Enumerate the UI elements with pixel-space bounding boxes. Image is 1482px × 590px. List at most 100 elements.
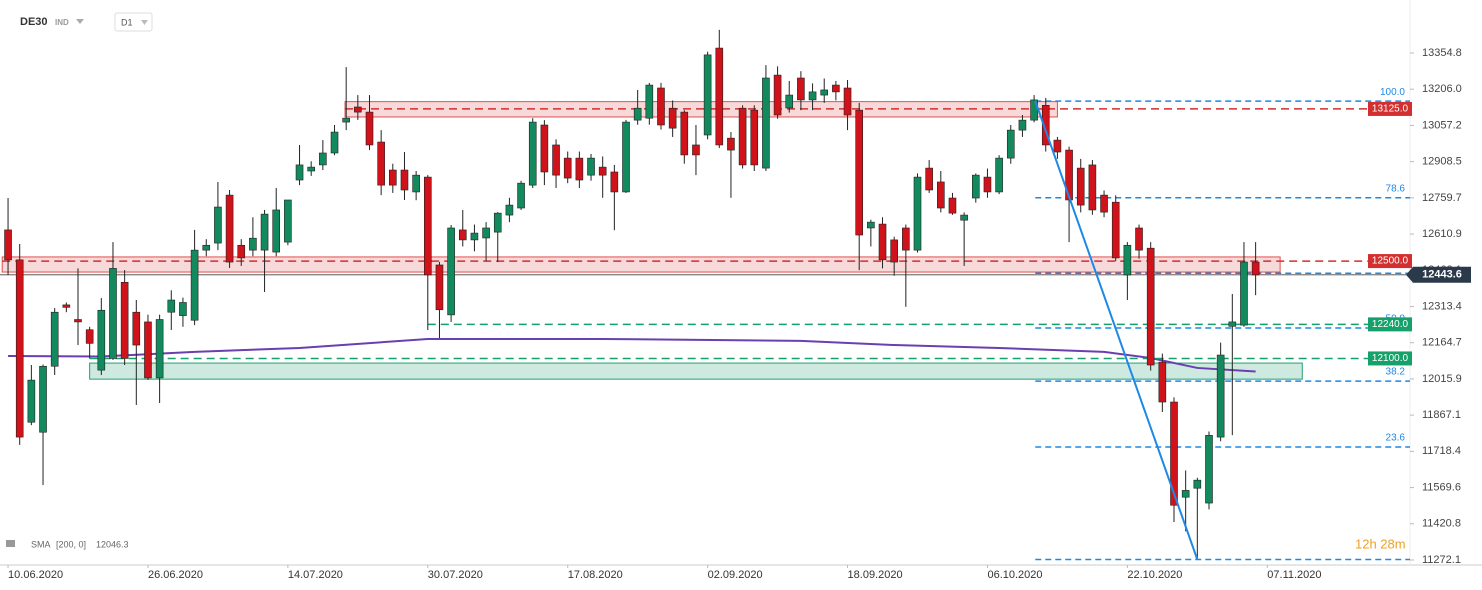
trendline bbox=[1034, 100, 1199, 560]
timer: 12h 28m bbox=[1355, 536, 1406, 551]
candle-body bbox=[400, 169, 409, 191]
y-tick-label: 12164.7 bbox=[1422, 337, 1462, 349]
candle-body bbox=[225, 194, 234, 263]
candle-body bbox=[1065, 149, 1073, 201]
candle-body bbox=[214, 206, 222, 244]
candle-body bbox=[703, 54, 712, 136]
candle-body bbox=[132, 311, 141, 346]
candle-body bbox=[85, 329, 94, 344]
candle-body bbox=[820, 89, 829, 96]
candle-body bbox=[657, 87, 665, 126]
candle-body bbox=[249, 237, 257, 251]
y-tick-label: 11420.8 bbox=[1422, 518, 1461, 530]
candle-body bbox=[855, 109, 863, 236]
candle-body bbox=[1181, 490, 1190, 498]
candle-body bbox=[307, 166, 315, 172]
timeframe-box[interactable] bbox=[114, 12, 153, 32]
y-tick-label: 12610.9 bbox=[1422, 228, 1462, 240]
candle-body bbox=[109, 268, 117, 359]
candle-body bbox=[1088, 164, 1097, 211]
candle-body bbox=[948, 197, 957, 214]
candle-body bbox=[622, 121, 630, 193]
market-caret[interactable] bbox=[76, 19, 84, 24]
candle-body bbox=[482, 227, 490, 239]
candle-body bbox=[1158, 361, 1167, 403]
timeframe-caret[interactable] bbox=[141, 20, 148, 25]
candle-body bbox=[190, 249, 199, 321]
candle-body bbox=[645, 84, 654, 119]
candle-body bbox=[1146, 247, 1155, 366]
y-tick-label: 12908.5 bbox=[1422, 156, 1462, 168]
candle-body bbox=[808, 91, 817, 101]
y-tick-label: 13057.2 bbox=[1422, 119, 1462, 131]
candle-body bbox=[552, 144, 560, 176]
candle-body bbox=[598, 166, 607, 176]
y-tick-label: 11718.4 bbox=[1422, 445, 1461, 457]
candle-body bbox=[528, 121, 537, 186]
y-tick-label: 11569.6 bbox=[1422, 481, 1461, 493]
candle-body bbox=[389, 169, 397, 186]
x-tick-label: 07.11.2020 bbox=[1267, 569, 1321, 581]
candle-body bbox=[505, 204, 514, 216]
last-price-box bbox=[1406, 266, 1471, 283]
candle-body bbox=[458, 229, 467, 241]
y-tick-label: 11867.1 bbox=[1422, 409, 1461, 421]
candle-body bbox=[762, 77, 770, 169]
candle-body bbox=[1193, 479, 1202, 489]
candle-body bbox=[342, 117, 350, 123]
candle-body bbox=[260, 213, 269, 251]
x-tick-label: 02.09.2020 bbox=[708, 569, 763, 581]
candle-body bbox=[50, 311, 59, 367]
candle-body bbox=[587, 157, 595, 176]
candle-body bbox=[470, 232, 479, 241]
y-tick-label: 12759.7 bbox=[1422, 192, 1462, 204]
level-label-box bbox=[1368, 317, 1412, 332]
y-tick-label: 13206.0 bbox=[1422, 83, 1462, 95]
sma-params: [200, 0] bbox=[56, 539, 86, 549]
candle-body bbox=[1018, 119, 1027, 131]
candle-body bbox=[284, 199, 292, 243]
candle-body bbox=[727, 137, 735, 151]
candle-body bbox=[843, 87, 852, 116]
candle-body bbox=[272, 209, 281, 253]
candle-body bbox=[1251, 261, 1260, 276]
y-tick-label: 12015.9 bbox=[1422, 373, 1462, 385]
candle-body bbox=[120, 281, 129, 359]
candle-body bbox=[1076, 167, 1085, 206]
candle-body bbox=[1228, 321, 1237, 327]
fib-label: 78.6 bbox=[1386, 183, 1406, 194]
candle-body bbox=[39, 365, 47, 433]
level-label-box bbox=[1368, 254, 1412, 269]
candle-body bbox=[1240, 261, 1248, 326]
candle-body bbox=[423, 176, 432, 276]
candle-body bbox=[377, 141, 385, 186]
fib-label: 38.2 bbox=[1386, 367, 1406, 378]
candle-body bbox=[167, 299, 176, 313]
candle-body bbox=[738, 107, 747, 166]
candle-body bbox=[995, 157, 1003, 193]
candle-body bbox=[4, 229, 12, 261]
timeframe[interactable]: D1 bbox=[121, 17, 133, 27]
market[interactable]: IND bbox=[55, 18, 69, 27]
candle-body bbox=[493, 212, 502, 233]
indicator-icon[interactable] bbox=[6, 540, 15, 547]
candle-body bbox=[692, 144, 700, 156]
fib-label: 23.6 bbox=[1386, 433, 1406, 444]
candle-body bbox=[680, 111, 689, 156]
candle-body bbox=[633, 107, 642, 121]
candle-body bbox=[144, 321, 152, 379]
candle-body bbox=[715, 47, 724, 146]
candle-body bbox=[563, 157, 572, 179]
candle-body bbox=[1006, 129, 1015, 159]
x-tick-label: 17.08.2020 bbox=[568, 569, 623, 581]
candle-body bbox=[750, 109, 759, 166]
candle-body bbox=[1205, 435, 1213, 504]
candle-body bbox=[295, 164, 304, 181]
x-tick-label: 14.07.2020 bbox=[288, 569, 343, 581]
candle-body bbox=[155, 319, 164, 379]
candle-body bbox=[575, 157, 584, 181]
x-tick-label: 18.09.2020 bbox=[848, 569, 903, 581]
candle-body bbox=[435, 264, 444, 311]
candle-body bbox=[867, 221, 875, 229]
